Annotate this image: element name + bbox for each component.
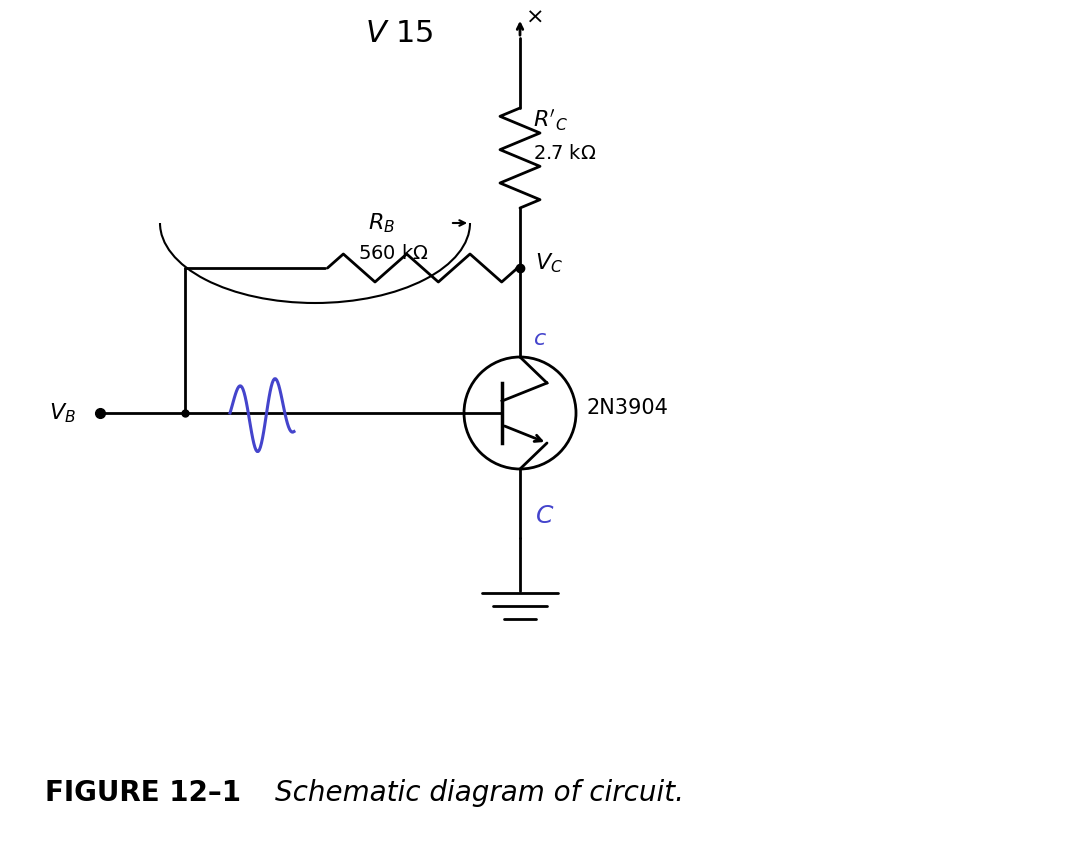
Text: $V_B$: $V_B$ (49, 401, 76, 425)
Text: $R'_C$: $R'_C$ (534, 108, 568, 132)
Text: $V_C$: $V_C$ (535, 251, 563, 275)
Text: 2N3904: 2N3904 (586, 398, 667, 418)
Text: $\mathit{V}$ 15: $\mathit{V}$ 15 (365, 19, 434, 47)
Text: $C$: $C$ (535, 504, 554, 528)
Text: 2.7 k$\Omega$: 2.7 k$\Omega$ (534, 143, 596, 163)
Text: FIGURE 12–1: FIGURE 12–1 (45, 779, 241, 807)
Text: $\times$: $\times$ (525, 7, 542, 27)
Text: $c$: $c$ (534, 329, 546, 349)
Text: Schematic diagram of circuit.: Schematic diagram of circuit. (275, 779, 684, 807)
Text: $R_B$: $R_B$ (367, 211, 394, 235)
Text: 560 k$\Omega$: 560 k$\Omega$ (357, 243, 429, 263)
